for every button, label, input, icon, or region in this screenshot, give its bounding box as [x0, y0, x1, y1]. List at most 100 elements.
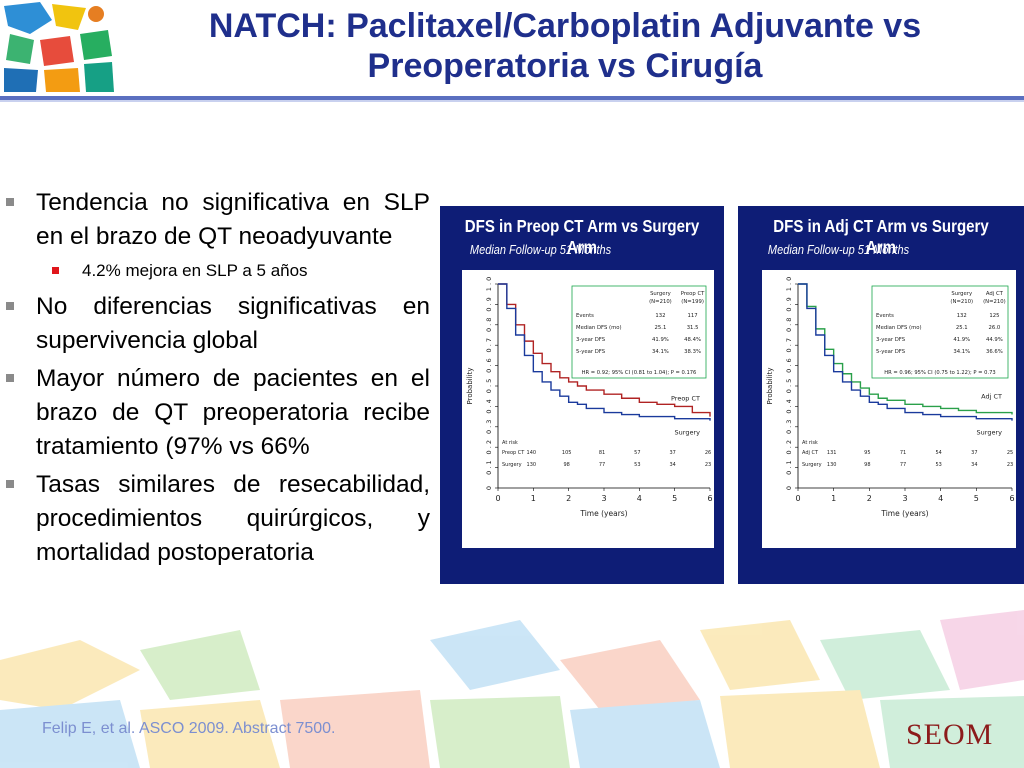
at-risk-value: 53 — [935, 462, 941, 468]
x-tick-label: 3 — [902, 494, 907, 503]
at-risk-value: 34 — [971, 462, 977, 468]
stats-cell: 34.1% — [652, 349, 669, 355]
bullet-list: Tendencia no significativa en SLP en el … — [0, 186, 430, 574]
y-tick-label: 0 . 5 — [485, 379, 493, 393]
chart-panel-right: DFS in Adj CT Arm vs Surgery Arm Median … — [738, 206, 1024, 584]
y-tick-label: 0 . 1 — [785, 460, 793, 474]
at-risk-value: 105 — [562, 450, 572, 456]
y-tick-label: 0 . 3 — [785, 420, 793, 434]
stats-cell: 38.3% — [684, 349, 701, 355]
slide-title: NATCH: Paclitaxel/Carboplatin Adjuvante … — [120, 6, 1010, 86]
y-tick-label: 0 — [485, 486, 493, 490]
y-tick-label: 0 . 7 — [785, 338, 793, 352]
at-risk-value: 23 — [1007, 462, 1013, 468]
stats-subheader: (N=210) — [950, 299, 973, 305]
y-tick-label: 0 — [785, 486, 793, 490]
x-axis-label: Time (years) — [579, 509, 627, 518]
stats-row-label: 5-year DFS — [576, 349, 606, 355]
x-tick-label: 3 — [601, 494, 606, 503]
y-tick-label: 0 . 9 — [785, 297, 793, 311]
at-risk-value: 95 — [864, 450, 870, 456]
stats-row-label: Events — [576, 313, 594, 319]
y-tick-label: 0 . 4 — [485, 399, 493, 413]
km-curve-surgery — [798, 283, 1013, 421]
stats-subheader: (N=210) — [983, 299, 1006, 305]
stats-header: Preop CT — [681, 291, 705, 297]
stats-cell: 36.6% — [986, 349, 1003, 355]
at-risk-value: 37 — [669, 450, 675, 456]
chart-title: DFS in Adj CT Arm vs Surgery Arm — [773, 216, 989, 257]
stats-row-label: 5-year DFS — [876, 349, 906, 355]
y-tick-label: 1 . 0 — [785, 277, 793, 291]
stats-header: Surgery — [951, 291, 972, 297]
y-tick-label: 0 . 3 — [485, 420, 493, 434]
stats-row-label: Events — [876, 313, 894, 319]
stats-cell: 117 — [688, 313, 698, 319]
y-tick-label: 0 . 1 — [485, 460, 493, 474]
y-tick-label: 0 . 6 — [485, 358, 493, 372]
bullet-item: Mayor número de pacientes en el brazo de… — [0, 362, 430, 464]
curve-label: Adj CT — [981, 393, 1002, 401]
at-risk-label: At risk — [502, 440, 518, 446]
at-risk-value: 130 — [527, 462, 537, 468]
stats-cell: 44.9% — [986, 337, 1003, 343]
km-chart-adj: 0 0 . 1 0 . 2 0 . 3 0 . 4 0 . 5 0 . 6 0 . 7 0 . … — [766, 277, 1015, 518]
stats-header: Adj CT — [986, 291, 1004, 297]
at-risk-value: 37 — [971, 450, 977, 456]
stats-row-label: 3-year DFS — [576, 337, 606, 343]
mosaic-logo — [0, 0, 118, 96]
curve-label: Preop CT — [671, 395, 700, 403]
at-risk-label: At risk — [802, 440, 818, 446]
y-tick-label: 0 . 5 — [785, 379, 793, 393]
at-risk-value: 26 — [705, 450, 711, 456]
stats-cell: 41.9% — [652, 337, 669, 343]
chart-subtitle: Median Follow-up 51 Months — [767, 243, 910, 257]
at-risk-value: 98 — [563, 462, 569, 468]
at-risk-row-name: Adj CT — [802, 450, 819, 456]
stats-cell: 48.4% — [684, 337, 701, 343]
x-tick-label: 5 — [672, 494, 677, 503]
x-tick-label: 4 — [938, 494, 943, 503]
km-curve-surgery — [498, 283, 711, 421]
at-risk-value: 57 — [634, 450, 640, 456]
x-tick-label: 0 — [495, 494, 500, 503]
at-risk-value: 23 — [705, 462, 711, 468]
stats-cell: 25.1 — [655, 325, 667, 331]
x-tick-label: 5 — [974, 494, 979, 503]
stats-table-box — [871, 285, 1009, 379]
x-tick-label: 2 — [867, 494, 872, 503]
stats-cell: 26.0 — [989, 325, 1001, 331]
at-risk-value: 71 — [900, 450, 906, 456]
at-risk-value: 77 — [599, 462, 605, 468]
at-risk-value: 77 — [900, 462, 906, 468]
stats-row-label: Median DFS (mo) — [876, 325, 922, 331]
curve-label: Surgery — [977, 429, 1003, 437]
y-tick-label: 0 . 8 — [785, 318, 793, 332]
citation: Felip E, et al. ASCO 2009. Abstract 7500… — [42, 720, 336, 737]
stats-cell: 31.5 — [687, 325, 699, 331]
at-risk-value: 131 — [827, 450, 837, 456]
slide-title-line1: NATCH: Paclitaxel/Carboplatin Adjuvante … — [208, 7, 922, 45]
chart-title: DFS in Preop CT Arm vs Surgery Arm — [464, 216, 700, 257]
stats-header: Surgery — [650, 291, 671, 297]
sub-bullet-item: 4.2% mejora en SLP a 5 años — [0, 258, 430, 284]
at-risk-value: 98 — [864, 462, 870, 468]
stats-table-box — [571, 285, 707, 379]
km-chart-preop: 0 0 . 1 0 . 2 0 . 3 0 . 4 0 . 5 0 . 6 0 . 7 0 . … — [466, 277, 713, 518]
at-risk-value: 34 — [669, 462, 675, 468]
x-tick-label: 2 — [566, 494, 571, 503]
hazard-ratio: HR = 0.96; 95% CI (0.75 to 1.22); P = 0.… — [884, 370, 995, 376]
chart-panel-left: DFS in Preop CT Arm vs Surgery Arm Media… — [440, 206, 724, 584]
plot-area: 0 0 . 1 0 . 2 0 . 3 0 . 4 0 . 5 0 . 6 0 . 7 0 . … — [762, 270, 1016, 548]
stats-subheader: (N=199) — [681, 299, 704, 305]
x-tick-label: 1 — [831, 494, 836, 503]
stats-subheader: (N=210) — [649, 299, 672, 305]
y-tick-label: 0 . 7 — [485, 338, 493, 352]
x-tick-label: 6 — [707, 494, 712, 503]
y-axis-label: Probability — [766, 367, 774, 404]
y-tick-label: 0 . 4 — [785, 399, 793, 413]
y-axis-label: Probability — [466, 367, 474, 404]
stats-cell: 41.9% — [953, 337, 970, 343]
bullet-item: Tendencia no significativa en SLP en el … — [0, 186, 430, 254]
at-risk-value: 54 — [935, 450, 941, 456]
